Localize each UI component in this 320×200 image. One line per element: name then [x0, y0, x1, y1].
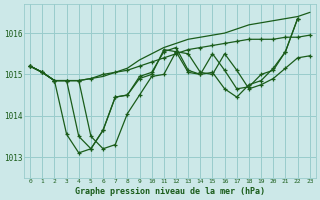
X-axis label: Graphe pression niveau de la mer (hPa): Graphe pression niveau de la mer (hPa)	[75, 187, 265, 196]
